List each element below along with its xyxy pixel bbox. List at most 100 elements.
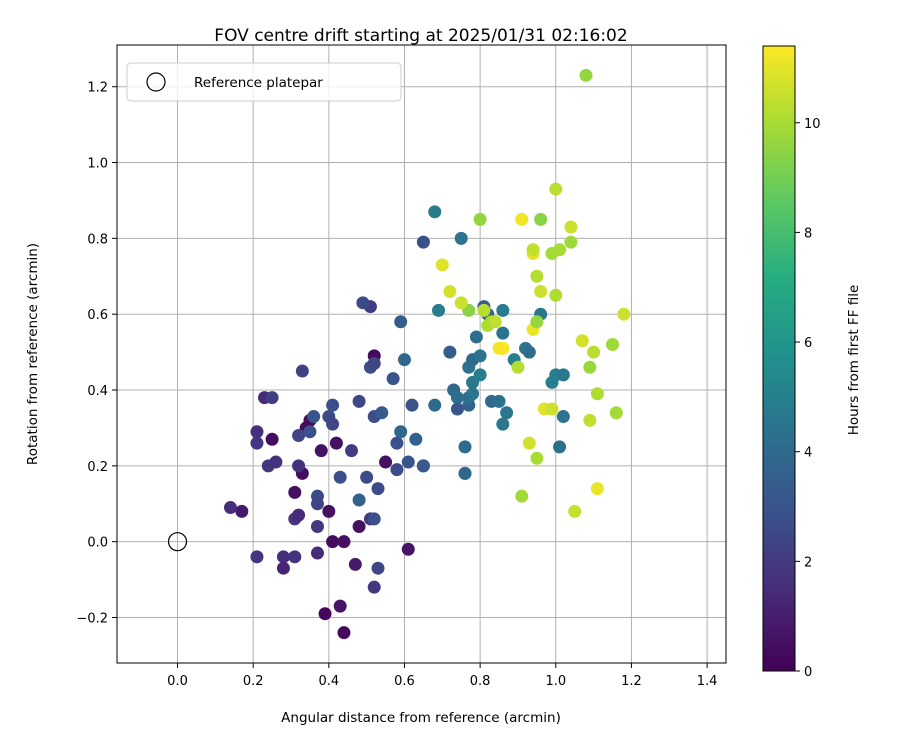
colorbar-tick-label: 4: [804, 446, 812, 461]
reference-platepar-point: [167, 532, 188, 552]
data-point: [496, 326, 510, 340]
data-point: [326, 417, 340, 431]
x-tick-label: 0.8: [470, 674, 491, 689]
data-point: [356, 296, 370, 310]
data-point: [428, 398, 442, 412]
data-point: [390, 436, 404, 450]
y-tick-label: −0.2: [76, 612, 108, 627]
y-axis-ticks: −0.2 0.0 0.2 0.4 0.6 0.8 1.0 1.2: [76, 81, 117, 627]
y-tick-label: 0.6: [87, 308, 108, 323]
data-point: [522, 345, 536, 359]
x-axis-label: Angular distance from reference (arcmin): [281, 710, 561, 726]
data-point: [265, 432, 279, 446]
data-point: [496, 417, 510, 431]
colorbar-tick-label: 6: [804, 336, 812, 351]
data-point: [526, 243, 540, 257]
legend-reference-icon: [146, 72, 166, 92]
colorbar-ticks: 0 2 4 6 8 10: [795, 117, 821, 680]
data-point: [583, 413, 597, 427]
colorbar-gradient: [763, 46, 795, 671]
data-point: [322, 504, 336, 518]
data-point: [587, 345, 601, 359]
y-tick-label: 0.8: [87, 232, 108, 247]
data-point: [288, 550, 302, 564]
data-point: [416, 235, 430, 249]
x-tick-label: 1.0: [545, 674, 566, 689]
data-point: [276, 550, 290, 564]
data-point: [314, 444, 328, 458]
data-point: [360, 470, 374, 484]
legend: Reference platepar: [126, 62, 402, 102]
x-tick-label: 0.4: [318, 674, 339, 689]
data-point: [553, 243, 567, 257]
data-point: [450, 402, 464, 416]
data-point: [292, 429, 306, 443]
colorbar-tick-label: 2: [804, 555, 812, 570]
data-point: [496, 341, 510, 355]
data-point: [454, 296, 468, 310]
data-point: [367, 512, 381, 526]
data-point: [250, 436, 264, 450]
data-point: [515, 212, 529, 226]
data-point: [390, 463, 404, 477]
colorbar-tick-label: 10: [804, 117, 821, 132]
data-point: [556, 410, 570, 424]
y-tick-label: 1.0: [87, 157, 108, 172]
data-point: [568, 504, 582, 518]
y-axis-label: Rotation from reference (arcmin): [25, 243, 41, 465]
data-point: [223, 501, 237, 515]
data-point: [401, 455, 415, 469]
data-point: [435, 258, 449, 272]
data-point: [556, 368, 570, 382]
data-point: [530, 451, 544, 465]
data-point: [458, 440, 472, 454]
data-point: [371, 561, 385, 575]
data-point: [549, 182, 563, 196]
data-point: [276, 561, 290, 575]
data-point: [545, 402, 559, 416]
data-point: [310, 497, 324, 511]
data-point: [443, 284, 457, 298]
data-point: [326, 398, 340, 412]
reference-marker: [167, 532, 188, 552]
data-point: [386, 372, 400, 386]
data-point: [333, 599, 347, 613]
data-point: [590, 387, 604, 401]
data-point: [450, 391, 464, 405]
grid-lines: [117, 45, 726, 663]
data-point: [235, 504, 249, 518]
data-point: [477, 303, 491, 317]
data-point: [579, 68, 593, 82]
data-point: [590, 482, 604, 496]
data-point: [534, 284, 548, 298]
data-point: [250, 425, 264, 439]
data-point: [575, 334, 589, 348]
data-point: [394, 315, 408, 329]
x-tick-label: 1.2: [621, 674, 642, 689]
plot-frame: [116, 44, 727, 664]
data-point: [337, 626, 351, 640]
data-point: [295, 364, 309, 378]
data-point: [458, 466, 472, 480]
data-point: [534, 212, 548, 226]
data-point: [496, 303, 510, 317]
data-point: [333, 470, 347, 484]
data-point: [564, 220, 578, 234]
data-point: [530, 269, 544, 283]
data-point: [326, 535, 340, 549]
data-point: [337, 535, 351, 549]
data-point: [473, 368, 487, 382]
data-point: [553, 440, 567, 454]
data-point: [401, 542, 415, 556]
data-point: [405, 398, 419, 412]
colorbar-frame: [762, 45, 796, 672]
data-point: [288, 485, 302, 499]
data-point: [443, 345, 457, 359]
data-point: [409, 432, 423, 446]
data-point: [292, 508, 306, 522]
data-point: [310, 520, 324, 534]
data-point: [473, 349, 487, 363]
data-point: [367, 356, 381, 370]
data-point: [416, 459, 430, 473]
data-point: [564, 235, 578, 249]
